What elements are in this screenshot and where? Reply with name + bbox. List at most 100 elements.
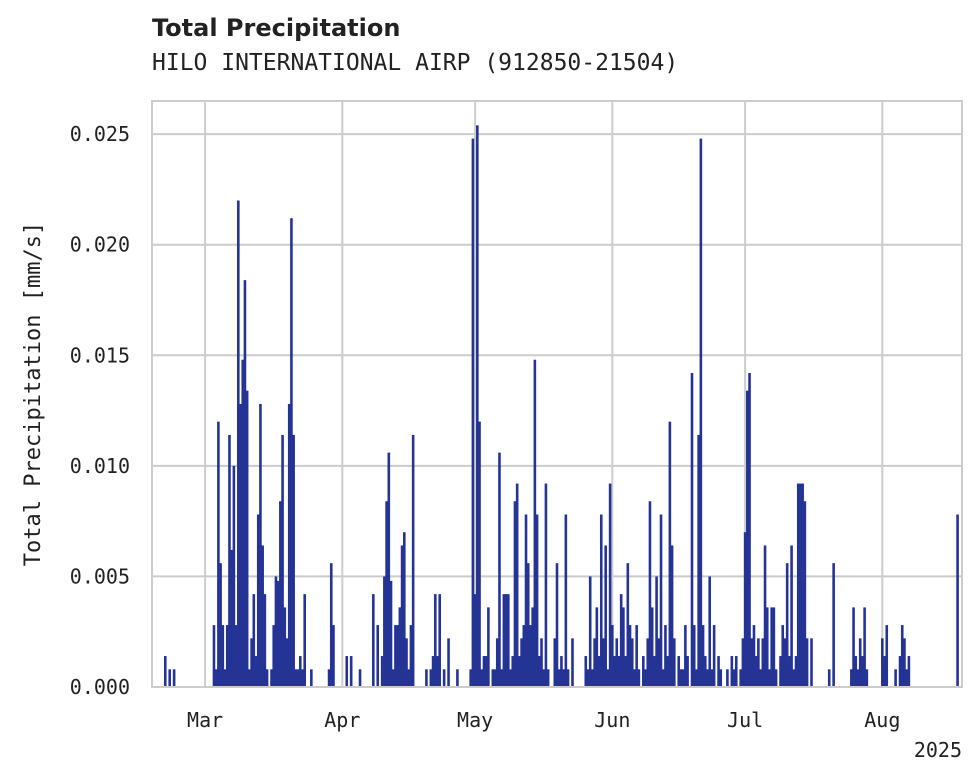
precipitation-bar <box>285 638 289 687</box>
precipitation-bar <box>509 669 512 687</box>
precipitation-bar <box>522 625 526 687</box>
x-tick-label: Mar <box>187 708 223 732</box>
precipitation-bar <box>790 545 793 687</box>
precipitation-bar <box>796 483 800 687</box>
precipitation-bar <box>706 669 709 687</box>
precipitation-bar <box>172 669 176 687</box>
precipitation-bar <box>385 501 388 687</box>
precipitation-bar <box>270 669 273 687</box>
x-tick-label: Jun <box>594 708 630 732</box>
precipitation-bar <box>471 138 475 687</box>
precipitation-bar <box>653 656 656 687</box>
precipitation-bar <box>495 638 499 687</box>
precipitation-bar <box>168 669 172 687</box>
precipitation-bar <box>630 638 634 687</box>
precipitation-bar <box>595 607 599 687</box>
precipitation-bar <box>752 625 756 687</box>
precipitation-bar <box>560 656 563 687</box>
precipitation-bar <box>602 638 605 687</box>
precipitation-bar <box>692 625 696 687</box>
x-tick-label: Apr <box>324 708 360 732</box>
precipitation-bar <box>383 576 386 687</box>
precipitation-bar <box>701 625 705 687</box>
precipitation-bar <box>498 452 501 687</box>
precipitation-bar <box>533 359 537 687</box>
precipitation-bar <box>770 607 773 687</box>
precipitation-bar <box>480 669 484 687</box>
precipitation-bar <box>387 452 391 687</box>
precipitation-bar <box>730 656 734 687</box>
precipitation-bar <box>562 669 565 687</box>
x-tick-labels: Mar Apr May Jun Jul Aug <box>187 708 900 732</box>
precipitation-bar <box>531 607 534 687</box>
precipitation-bar <box>429 669 433 687</box>
precipitation-bar <box>250 638 253 687</box>
precipitation-bar <box>358 669 362 687</box>
precipitation-bar <box>852 607 855 687</box>
precipitation-bar <box>529 625 532 687</box>
precipitation-bar <box>586 669 590 687</box>
precipitation-bar <box>225 625 229 687</box>
precipitation-bar <box>433 594 437 687</box>
precipitation-bar <box>274 576 278 687</box>
precipitation-bar <box>287 403 291 687</box>
precipitation-bar <box>611 625 614 687</box>
precipitation-bar <box>232 465 236 687</box>
precipitation-bar <box>785 563 789 687</box>
precipitation-bar <box>761 638 765 687</box>
precipitation-bar <box>661 669 665 687</box>
precipitation-bar <box>566 669 570 687</box>
precipitation-bar <box>739 669 742 687</box>
precipitation-bar <box>228 434 231 687</box>
precipitation-bar <box>571 638 574 687</box>
precipitation-bar <box>617 656 621 687</box>
precipitation-bar <box>212 625 216 687</box>
precipitation-bar <box>772 607 776 687</box>
x-tick-label: May <box>457 708 493 732</box>
precipitation-bar <box>863 607 866 687</box>
precipitation-bar <box>695 669 698 687</box>
precipitation-bar <box>407 669 411 687</box>
precipitation-bar <box>294 669 298 687</box>
chart-title: Total Precipitation <box>152 14 401 42</box>
precipitation-bar <box>513 501 517 687</box>
precipitation-bar <box>398 607 402 687</box>
precipitation-bar <box>690 372 694 687</box>
precipitation-bar <box>296 669 300 687</box>
precipitation-bar <box>557 669 561 687</box>
precipitation-bar <box>473 594 477 687</box>
precipitation-bar <box>810 638 813 687</box>
precipitation-bar <box>593 638 596 687</box>
precipitation-bar <box>699 138 703 687</box>
precipitation-bar <box>619 594 623 687</box>
precipitation-bar <box>292 434 295 687</box>
y-tick-label: 0.000 <box>70 675 130 699</box>
precipitation-bar <box>781 625 785 687</box>
precipitation-bar <box>734 656 738 687</box>
precipitation-bar <box>850 669 853 687</box>
precipitation-bar <box>746 390 749 687</box>
precipitation-bar <box>405 638 408 687</box>
precipitation-bar <box>628 625 632 687</box>
precipitation-bar <box>502 594 506 687</box>
precipitation-bar <box>564 514 568 687</box>
precipitation-bar <box>741 638 745 687</box>
precipitation-bar <box>717 656 720 687</box>
precipitation-bar <box>469 669 472 687</box>
precipitation-bar <box>907 656 911 687</box>
precipitation-bar <box>670 545 674 687</box>
precipitation-bar <box>865 669 869 687</box>
precipitation-bar <box>431 656 435 687</box>
precipitation-bar <box>230 549 233 687</box>
precipitation-bar <box>883 656 886 687</box>
precipitation-bar <box>254 656 258 687</box>
precipitation-bar <box>622 607 625 687</box>
precipitation-bar <box>491 669 495 687</box>
precipitation-bar <box>788 656 791 687</box>
precipitation-bar <box>606 669 610 687</box>
precipitation-bar <box>276 580 280 687</box>
precipitation-bar <box>644 669 647 687</box>
precipitation-bar <box>303 594 307 687</box>
precipitation-bar <box>544 483 548 687</box>
precipitation-bar <box>832 563 835 687</box>
